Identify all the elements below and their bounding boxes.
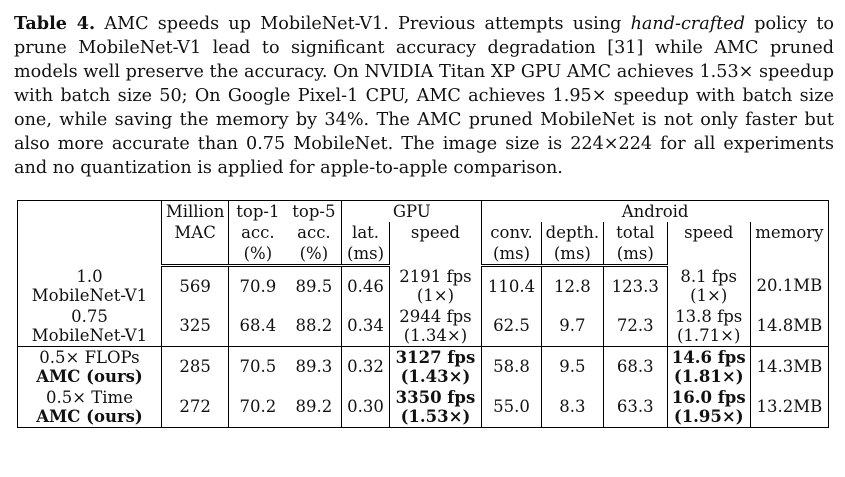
table-row: 0.5× Time AMC (ours) 272 70.2 89.2 0.30 3… xyxy=(17,386,830,428)
cell-top1: 68.4 xyxy=(239,316,277,335)
header-mac: MAC xyxy=(161,222,230,243)
cell-top5: 89.3 xyxy=(286,345,343,387)
model-name: 0.5× FLOPs AMC (ours) xyxy=(17,345,162,387)
cell-total: 63.3 xyxy=(603,386,668,428)
cell-lat: 0.34 xyxy=(341,305,390,346)
cell-conv: 55.0 xyxy=(481,386,542,428)
header-top1: top-1 xyxy=(228,200,287,222)
cell-top5: 89.5 xyxy=(286,265,343,306)
model-name: 0.5× Time AMC (ours) xyxy=(17,386,162,428)
header-gpu-lat: lat. xyxy=(341,222,390,243)
header-depth-ms: (ms) xyxy=(541,243,604,267)
cell-gpu-speed: 2944 fps (1.34×) xyxy=(389,305,483,346)
header-mac-blank xyxy=(161,243,230,267)
cell-conv: 110.4 xyxy=(481,265,542,306)
cell-top5: 89.2 xyxy=(286,386,343,428)
cell-mac: 285 xyxy=(161,345,230,387)
cell-lat: 0.30 xyxy=(341,386,390,428)
header-top5: top-5 xyxy=(286,200,343,222)
cell-total: 123.3 xyxy=(603,265,668,306)
cell-depth: 9.7 xyxy=(541,305,604,346)
cell-android-speed: 16.0 fps (1.95×) xyxy=(667,386,751,428)
cell-memory: 14.8MB xyxy=(750,305,830,346)
header-memory: memory xyxy=(750,222,830,266)
header-conv-ms: (ms) xyxy=(481,243,542,267)
cell-gpu-speed: 2191 fps (1×) xyxy=(389,265,483,306)
cell-lat: 0.32 xyxy=(341,345,390,387)
cell-gpu-speed: 3127 fps (1.43×) xyxy=(389,345,483,387)
header-top1-acc: acc. xyxy=(241,223,275,242)
header-top5-pct: (%) xyxy=(286,243,343,267)
header-top1-pct: (%) xyxy=(228,243,287,267)
header-android-speed: speed xyxy=(667,222,751,266)
header-gpu-speed: speed xyxy=(389,222,483,266)
table-row: 0.75 MobileNet-V1 325 68.4 88.2 0.34 2944… xyxy=(17,305,830,346)
header-total-ms: (ms) xyxy=(603,243,668,267)
cell-gpu-speed: 3350 fps (1.53×) xyxy=(389,386,483,428)
caption-italic: hand-crafted xyxy=(630,14,745,34)
model-name: 0.75 MobileNet-V1 xyxy=(17,305,162,346)
cell-lat: 0.46 xyxy=(341,265,390,306)
cell-android-speed: 13.8 fps (1.71×) xyxy=(667,305,751,346)
table-row: 0.5× FLOPs AMC (ours) 285 70.5 89.3 0.32 … xyxy=(17,345,830,387)
header-total: total xyxy=(603,222,668,243)
cell-memory: 13.2MB xyxy=(750,386,830,428)
header-lat-ms: (ms) xyxy=(341,243,390,267)
header-depth: depth. xyxy=(541,222,604,243)
cell-depth: 12.8 xyxy=(541,265,604,306)
cell-memory: 14.3MB xyxy=(750,345,830,387)
cell-conv: 62.5 xyxy=(481,305,542,346)
table-row: 1.0 MobileNet-V1 569 70.9 89.5 0.46 2191 … xyxy=(17,265,830,306)
cell-memory: 20.1MB xyxy=(750,265,830,306)
header-row-3: (%) (%) (ms) (ms) (ms) (ms) xyxy=(18,243,829,267)
header-million: Million xyxy=(161,200,230,222)
cell-top1: 70.5 xyxy=(228,345,287,387)
cell-top1: 70.9 xyxy=(239,276,277,296)
header-row-2: MAC acc. acc. lat. speed conv. depth. to… xyxy=(18,222,830,266)
header-conv: conv. xyxy=(481,222,542,243)
results-table: Million top-1 top-5 GPU Android MAC acc.… xyxy=(17,200,830,428)
cell-mac: 272 xyxy=(161,386,230,428)
cell-top5: 88.2 xyxy=(286,305,343,346)
cell-total: 72.3 xyxy=(603,305,668,346)
caption-text-2: policy to prune MobileNet-V1 lead to sig… xyxy=(14,14,834,178)
cell-depth: 9.5 xyxy=(541,345,604,387)
cell-total: 68.3 xyxy=(603,345,668,387)
header-android: Android xyxy=(481,200,829,222)
cell-depth: 8.3 xyxy=(541,386,604,428)
cell-top1: 70.2 xyxy=(228,386,287,428)
cell-mac: 569 xyxy=(161,265,230,306)
header-top5-acc: acc. xyxy=(286,222,343,243)
cell-android-speed: 8.1 fps (1×) xyxy=(667,265,751,306)
cell-mac: 325 xyxy=(161,305,230,346)
table-caption: Table 4. AMC speeds up MobileNet-V1. Pre… xyxy=(14,12,834,180)
header-row-1: Million top-1 top-5 GPU Android xyxy=(17,200,829,266)
model-name: 1.0 MobileNet-V1 xyxy=(17,265,162,306)
header-model xyxy=(17,200,162,266)
caption-label: Table 4. xyxy=(14,13,96,34)
cell-android-speed: 14.6 fps (1.81×) xyxy=(667,345,751,387)
cell-conv: 58.8 xyxy=(481,345,542,387)
caption-text-1: AMC speeds up MobileNet-V1. Previous att… xyxy=(95,14,631,34)
header-gpu: GPU xyxy=(341,200,483,222)
